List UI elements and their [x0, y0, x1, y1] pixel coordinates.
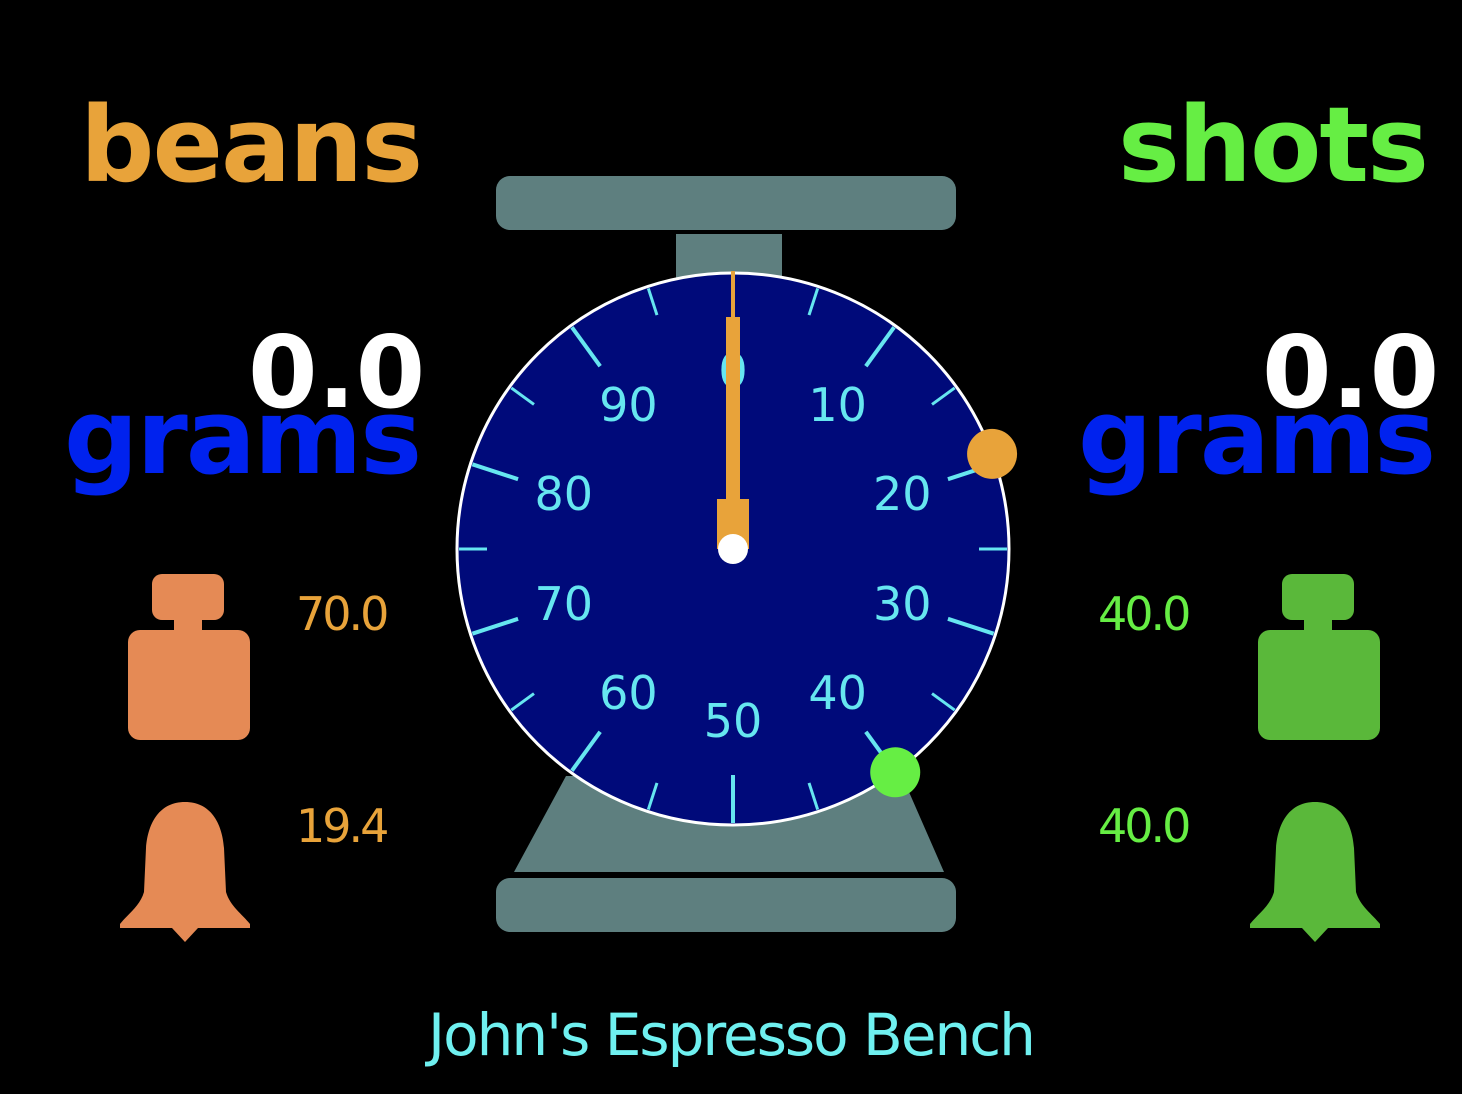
dial-tick	[570, 730, 602, 772]
dial-markers	[870, 428, 1018, 798]
beans-alarm-value[interactable]: 19.4	[296, 799, 389, 853]
scale-pan	[496, 176, 956, 230]
shots-weight-value: 0.0	[1262, 314, 1440, 431]
beans-weight-icon[interactable]	[126, 572, 252, 742]
dial-tick	[807, 287, 820, 316]
shots-weight-icon[interactable]	[1256, 572, 1382, 742]
needle-hub	[718, 534, 748, 564]
shots-bell-icon[interactable]	[1248, 800, 1382, 944]
beans-weight-unit: grams	[64, 376, 422, 498]
dial-label: 20	[873, 467, 932, 521]
dial-label: 40	[808, 666, 867, 720]
dial-tick	[646, 782, 659, 811]
dial-tick	[646, 287, 659, 316]
beans-weight-value: 0.0	[248, 314, 426, 431]
beans-bell-icon[interactable]	[118, 800, 252, 944]
dial-tick	[570, 326, 602, 368]
beans-target-value[interactable]: 70.0	[296, 587, 389, 641]
dial-tick	[931, 692, 956, 712]
shots-target-value[interactable]: 40.0	[1098, 587, 1191, 641]
shots-weight-unit: grams	[1078, 376, 1436, 498]
scale-base	[496, 878, 956, 932]
beans-title: beans	[80, 84, 423, 206]
dial-label: 70	[534, 577, 593, 631]
dial-label: 90	[599, 378, 658, 432]
dial-label: 30	[873, 577, 932, 631]
dial-label: 50	[704, 694, 763, 748]
dial-tick	[510, 692, 535, 712]
shots-alarm-value[interactable]: 40.0	[1098, 799, 1191, 853]
dial-tick	[864, 326, 896, 368]
dial-label: 80	[534, 467, 593, 521]
dial-label: 10	[808, 378, 867, 432]
dial-tick	[471, 462, 519, 482]
dial-tick	[471, 616, 519, 636]
dial-needle	[717, 271, 749, 564]
shots-alarm-marker[interactable]	[870, 747, 921, 798]
beans-alarm-marker[interactable]	[967, 428, 1018, 479]
dial-tick	[807, 782, 820, 811]
shots-title: shots	[1118, 84, 1429, 206]
dial-tick	[510, 386, 535, 406]
dial-label: 60	[599, 666, 658, 720]
dial-tick	[931, 386, 956, 406]
dial-tick	[947, 616, 995, 636]
needle	[717, 271, 749, 564]
footer-title: John's Espresso Bench	[428, 1001, 1036, 1069]
